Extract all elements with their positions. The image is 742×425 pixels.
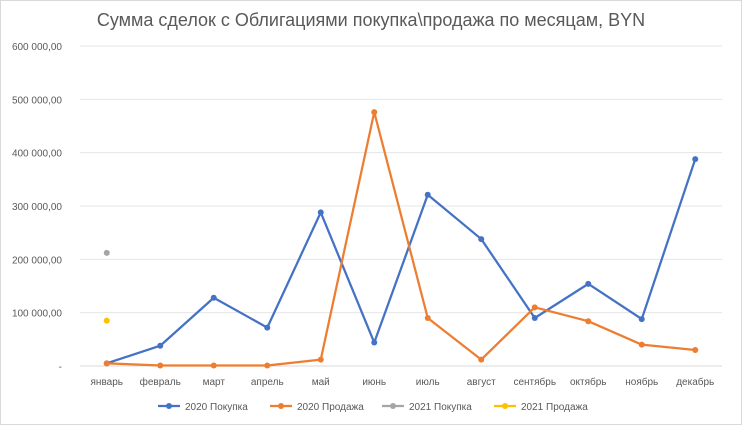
y-tick-label: 300 000,00 xyxy=(12,202,62,213)
x-tick-label: апрель xyxy=(251,377,284,388)
data-point xyxy=(585,318,592,325)
data-point xyxy=(478,356,485,363)
x-tick-label: март xyxy=(203,377,226,388)
data-point xyxy=(371,109,378,116)
x-tick-label: май xyxy=(312,377,330,388)
x-tick-label: декабрь xyxy=(676,376,714,388)
legend-label: 2021 Продажа xyxy=(521,402,588,413)
legend-label: 2020 Продажа xyxy=(297,402,364,413)
data-point xyxy=(638,341,645,348)
legend-item: 2020 Продажа xyxy=(270,402,364,413)
x-tick-label: январь xyxy=(91,377,123,388)
legend-label: 2020 Покупка xyxy=(185,402,248,413)
data-point xyxy=(317,209,324,216)
legend-item: 2020 Покупка xyxy=(158,402,248,413)
series-line xyxy=(105,157,697,365)
y-tick-label: 400 000,00 xyxy=(12,149,62,160)
data-point xyxy=(317,356,324,363)
data-point xyxy=(157,342,164,349)
chart-title: Сумма сделок с Облигациями покупка\прода… xyxy=(96,10,646,30)
data-point xyxy=(210,362,217,369)
data-point xyxy=(531,304,538,311)
y-tick-label: 100 000,00 xyxy=(12,309,62,320)
data-point xyxy=(264,362,271,369)
x-tick-label: февраль xyxy=(140,376,181,388)
data-point xyxy=(157,362,164,369)
series xyxy=(103,156,699,367)
y-tick-label: 600 000,00 xyxy=(12,42,62,53)
data-point xyxy=(103,317,110,324)
data-point xyxy=(692,156,699,163)
series-line xyxy=(105,111,697,367)
data-point xyxy=(103,360,110,367)
x-tick-label: август xyxy=(467,377,496,388)
legend-item: 2021 Продажа xyxy=(494,402,588,413)
x-tick-label: сентябрь xyxy=(513,376,556,388)
legend-swatch-marker xyxy=(390,403,396,409)
y-tick-label: 500 000,00 xyxy=(12,95,62,106)
data-point xyxy=(210,294,217,301)
y-tick-label: 200 000,00 xyxy=(12,255,62,266)
series xyxy=(103,109,699,369)
data-point xyxy=(264,324,271,331)
legend-swatch-marker xyxy=(278,403,284,409)
legend-swatch-marker xyxy=(166,403,172,409)
data-point xyxy=(424,315,431,321)
legend-label: 2021 Покупка xyxy=(409,402,472,413)
y-axis-ticks: - 100 000,00 200 000,00 300 000,00 400 000,0… xyxy=(12,42,62,373)
data-point xyxy=(638,316,645,323)
x-tick-label: октябрь xyxy=(570,376,607,388)
legend-item: 2021 Покупка xyxy=(382,402,472,413)
x-axis-ticks: январь февраль март апрель май июнь июль август… xyxy=(91,376,715,388)
gridlines xyxy=(80,45,722,367)
series-layer xyxy=(103,109,699,369)
data-point xyxy=(692,347,699,353)
data-point xyxy=(531,315,538,321)
data-point xyxy=(585,280,592,287)
x-tick-label: июль xyxy=(416,377,440,388)
data-point xyxy=(103,249,110,256)
legend: 2020 Покупка 2020 Продажа 2021 Покупка 2021… xyxy=(158,402,588,413)
legend-swatch-marker xyxy=(502,403,508,409)
data-point xyxy=(371,339,378,346)
data-point xyxy=(424,191,431,198)
y-tick-label: - xyxy=(59,362,62,373)
series xyxy=(103,249,110,256)
x-tick-label: июнь xyxy=(362,377,386,388)
x-tick-label: ноябрь xyxy=(625,376,658,388)
data-point xyxy=(478,236,485,243)
series xyxy=(103,317,110,324)
